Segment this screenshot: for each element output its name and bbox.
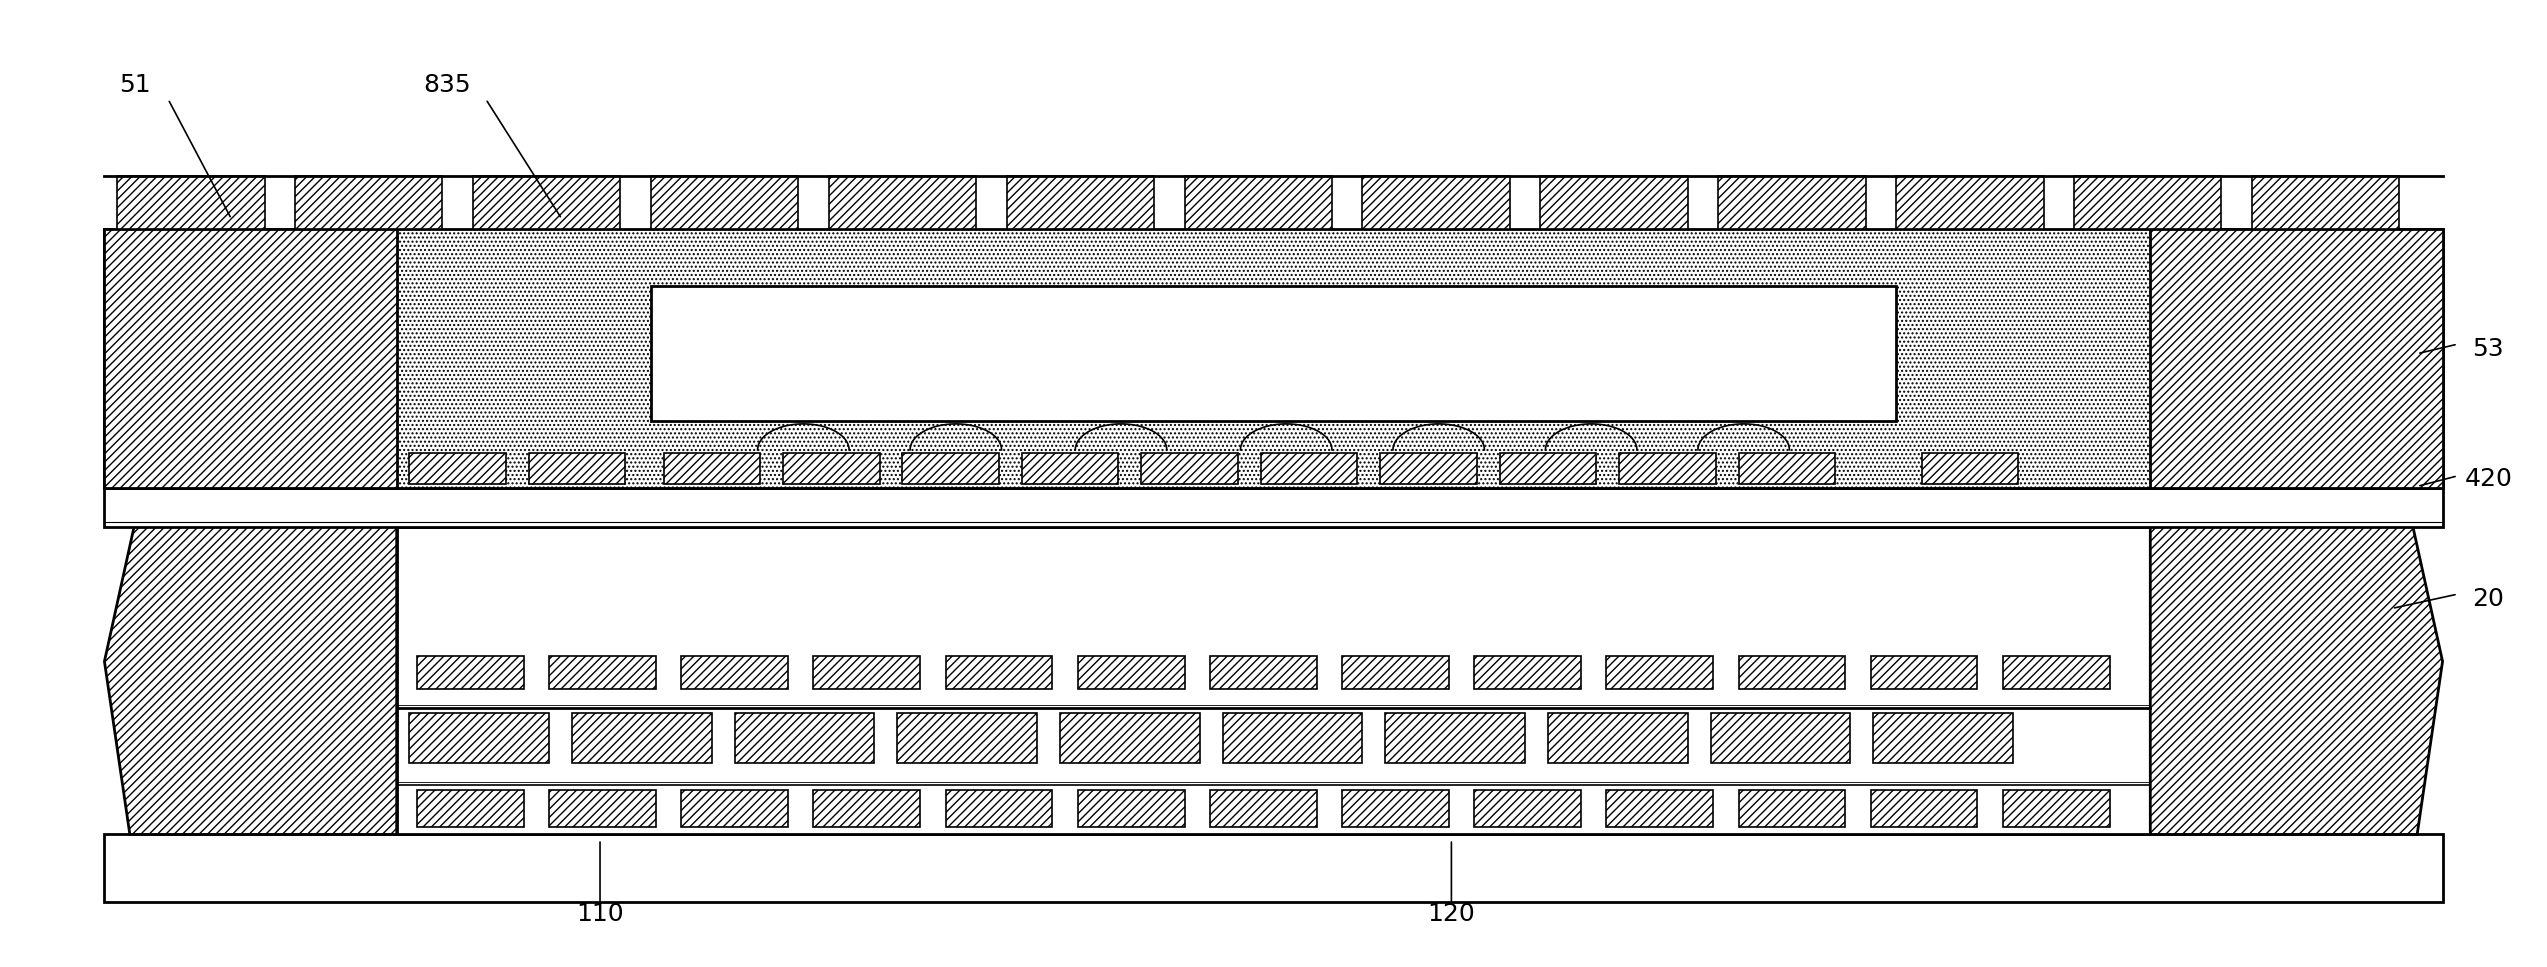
Bar <box>1740 453 1836 484</box>
Bar <box>117 176 265 229</box>
Bar <box>945 656 1052 689</box>
Bar <box>683 790 787 827</box>
Bar <box>1210 790 1317 827</box>
Bar <box>474 176 621 229</box>
Bar <box>945 790 1052 827</box>
Bar <box>652 176 797 229</box>
Bar <box>1607 790 1714 827</box>
Bar <box>1342 656 1449 689</box>
Bar <box>734 714 874 763</box>
Bar <box>1141 453 1238 484</box>
Bar <box>1869 790 1976 827</box>
Bar <box>1077 656 1184 689</box>
Bar <box>397 527 2150 835</box>
Bar <box>410 453 507 484</box>
Bar <box>1549 714 1689 763</box>
Bar <box>1021 453 1118 484</box>
Bar <box>2150 229 2443 488</box>
Bar <box>2002 790 2109 827</box>
Text: 110: 110 <box>576 902 624 926</box>
Bar <box>1895 176 2043 229</box>
Bar <box>2002 656 2109 689</box>
Bar <box>104 488 2443 527</box>
Text: 20: 20 <box>2473 587 2504 611</box>
Text: 51: 51 <box>120 73 150 97</box>
Bar <box>104 229 397 488</box>
Bar <box>897 714 1037 763</box>
Bar <box>418 656 525 689</box>
Bar <box>1719 176 1864 229</box>
Bar <box>683 656 787 689</box>
Bar <box>1872 714 2012 763</box>
Bar <box>1500 453 1597 484</box>
Bar <box>1620 453 1717 484</box>
Bar <box>1006 176 1154 229</box>
Bar <box>1223 714 1363 763</box>
Bar <box>550 656 657 689</box>
Bar <box>2073 176 2221 229</box>
Bar <box>652 286 1895 421</box>
Bar <box>1740 656 1847 689</box>
Bar <box>1920 453 2017 484</box>
Bar <box>812 656 919 689</box>
Bar <box>530 453 627 484</box>
Bar <box>1077 790 1184 827</box>
Bar <box>812 790 919 827</box>
Bar <box>1184 176 1332 229</box>
Bar <box>1380 453 1477 484</box>
Bar <box>418 790 525 827</box>
Text: 835: 835 <box>423 73 471 97</box>
Bar <box>902 453 998 484</box>
Bar <box>1210 656 1317 689</box>
Bar <box>1363 176 1510 229</box>
Bar <box>782 453 879 484</box>
Bar <box>104 835 2443 902</box>
Bar <box>410 714 550 763</box>
Bar <box>1475 790 1582 827</box>
Bar <box>550 790 657 827</box>
Bar <box>1740 790 1847 827</box>
Bar <box>1712 714 1852 763</box>
Bar <box>104 229 2443 488</box>
Text: 53: 53 <box>2473 337 2504 361</box>
Text: 420: 420 <box>2465 467 2511 490</box>
Bar <box>2252 176 2399 229</box>
Bar <box>1060 714 1200 763</box>
Bar <box>1475 656 1582 689</box>
Bar <box>1342 790 1449 827</box>
Bar <box>1386 714 1526 763</box>
Bar <box>573 714 711 763</box>
Bar <box>1607 656 1714 689</box>
Bar <box>665 453 759 484</box>
Bar <box>1541 176 1689 229</box>
Bar <box>828 176 976 229</box>
Bar <box>1261 453 1358 484</box>
Polygon shape <box>2150 488 2443 835</box>
Bar <box>295 176 443 229</box>
Text: 120: 120 <box>1426 902 1475 926</box>
Bar <box>1869 656 1976 689</box>
Polygon shape <box>104 488 397 835</box>
